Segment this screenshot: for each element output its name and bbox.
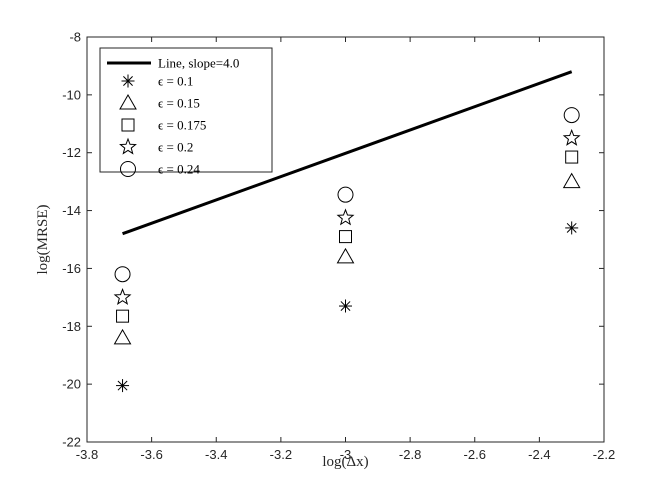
legend-marker-star [119, 137, 137, 155]
legend-marker-circle [120, 161, 136, 177]
data-point-star [336, 208, 355, 226]
x-axis-title: log(Δx) [322, 454, 368, 470]
legend-marker-asterisk [121, 74, 135, 88]
data-point-asterisk [339, 299, 352, 313]
legend-label: Line, slope=4.0 [158, 56, 239, 71]
marker-layer [113, 107, 581, 393]
tick-layer: -3.8 -3.6 -3.4 -3.2 -3 -2.8 -2.6 -2.4 -2.2 -22 -20… [62, 30, 615, 463]
y-tick-label: -14 [62, 203, 81, 218]
data-point-triangle [562, 172, 581, 189]
data-point-star [562, 128, 581, 146]
y-tick-label: -22 [62, 435, 81, 450]
x-tick-label: -2.6 [464, 447, 486, 462]
x-tick-label: -2.2 [593, 447, 615, 462]
data-point-circle [563, 107, 580, 124]
y-tick-label: -16 [62, 261, 81, 276]
x-tick-label: -3.8 [76, 447, 98, 462]
data-point-circle [337, 186, 354, 203]
data-point-triangle [113, 328, 132, 345]
legend: Line, slope=4.0 ϵ = 0.1 ϵ = 0.15 ϵ = 0.175 ϵ… [99, 47, 273, 177]
data-point-triangle [336, 247, 355, 264]
legend-label: ϵ = 0.2 [158, 140, 193, 155]
data-point-circle [114, 266, 131, 283]
x-tick-label: -3.4 [205, 447, 227, 462]
data-point-asterisk [116, 379, 130, 393]
x-tick-label: -2.8 [399, 447, 421, 462]
data-point-square [339, 230, 352, 244]
legend-marker-triangle [119, 93, 137, 110]
y-axis-title: log(MRSE) [35, 204, 51, 274]
legend-label: ϵ = 0.24 [158, 162, 200, 177]
reference-line-layer [122, 70, 573, 236]
y-tick-label: -18 [62, 319, 81, 334]
legend-label: ϵ = 0.175 [158, 118, 206, 133]
y-tick-label: -8 [69, 30, 81, 45]
data-point-star [113, 287, 132, 305]
legend-marker-square [121, 118, 135, 132]
y-tick-label: -10 [62, 87, 81, 102]
x-tick-label: -3 [340, 447, 352, 462]
data-point-asterisk [565, 221, 579, 235]
y-tick-label: -12 [62, 145, 81, 160]
data-point-square [116, 309, 130, 323]
x-tick-label: -3.6 [140, 447, 162, 462]
data-point-square [565, 150, 579, 164]
y-tick-label: -20 [62, 377, 81, 392]
legend-label: ϵ = 0.1 [158, 74, 193, 89]
x-tick-label: -3.2 [270, 447, 292, 462]
legend-label: ϵ = 0.15 [158, 96, 200, 111]
slope-reference-line [122, 70, 573, 236]
x-tick-label: -2.4 [528, 447, 550, 462]
axes-box [86, 36, 605, 443]
